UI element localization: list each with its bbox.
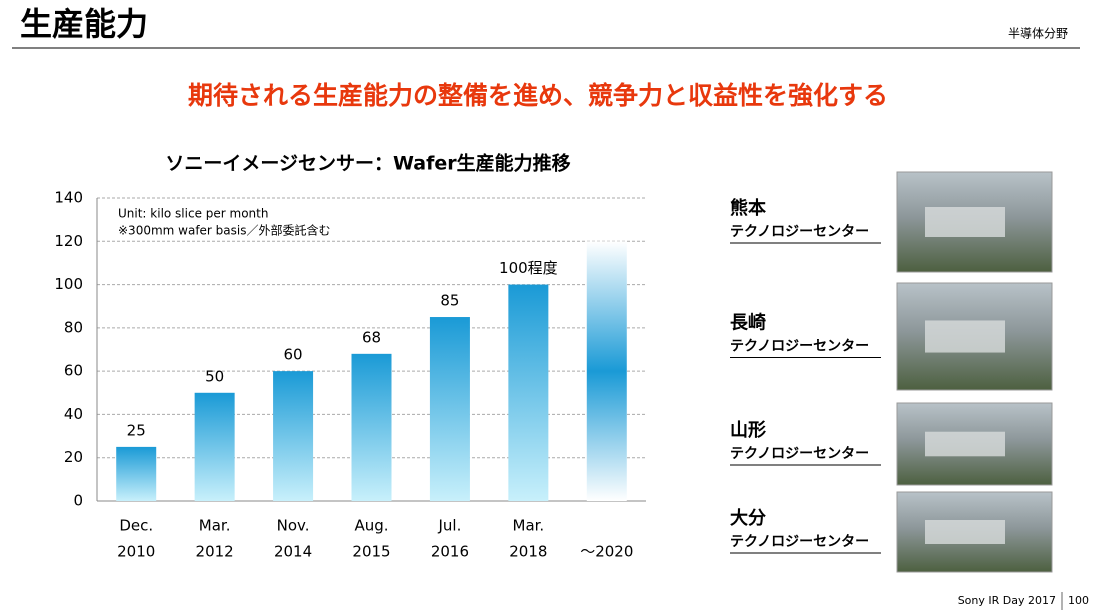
- value-label: 60: [284, 346, 303, 364]
- value-label: 85: [440, 292, 459, 310]
- site-building: [925, 520, 1005, 544]
- x-tick-label: 2012: [196, 543, 234, 561]
- site-label: テクノロジーセンター: [730, 339, 869, 355]
- x-tick-label: ～2020: [580, 543, 633, 561]
- value-label: 68: [362, 328, 381, 346]
- x-tick-label: 2014: [274, 543, 312, 561]
- y-tick-label: 20: [64, 448, 83, 466]
- value-label: 50: [205, 367, 224, 385]
- headline: 期待される生産能力の整備を進め、競争力と収益性を強化する: [188, 81, 888, 110]
- page-number: 100: [1068, 594, 1089, 607]
- site-building: [925, 320, 1005, 353]
- y-tick-label: 100: [54, 275, 83, 293]
- bar: [508, 284, 549, 501]
- bar: [194, 392, 235, 501]
- bar: [429, 317, 470, 501]
- x-tick-label: Jul.: [437, 517, 461, 535]
- bar: [351, 353, 392, 501]
- site-building: [925, 431, 1005, 457]
- y-tick-label: 0: [73, 492, 83, 510]
- x-tick-label: Dec.: [119, 517, 153, 535]
- x-tick-label: Mar.: [513, 517, 545, 535]
- x-tick-label: Mar.: [199, 517, 231, 535]
- y-tick-label: 60: [64, 362, 83, 380]
- x-tick-label: 2016: [431, 543, 469, 561]
- section-label: 半導体分野: [1008, 27, 1068, 41]
- x-tick-label: 2010: [117, 543, 155, 561]
- y-tick-label: 120: [54, 232, 83, 250]
- x-tick-label: 2018: [509, 543, 547, 561]
- bar: [273, 371, 314, 501]
- value-label: 25: [127, 421, 146, 439]
- y-tick-label: 140: [54, 189, 83, 207]
- x-tick-label: 2015: [352, 543, 390, 561]
- y-tick-label: 80: [64, 318, 83, 336]
- chart-title: ソニーイメージセンサー：Wafer生産能力推移: [165, 152, 570, 175]
- site-label: テクノロジーセンター: [730, 224, 869, 240]
- x-tick-label: Nov.: [277, 517, 310, 535]
- footer-event: Sony IR Day 2017: [958, 594, 1056, 607]
- site-name: 大分: [730, 507, 766, 529]
- site-name: 熊本: [730, 197, 766, 219]
- site-building: [925, 207, 1005, 237]
- site-name: 長崎: [730, 312, 766, 334]
- chart-note: ※300mm wafer basis／外部委託含む: [118, 223, 331, 238]
- site-name: 山形: [730, 420, 766, 441]
- site-label: テクノロジーセンター: [730, 446, 869, 462]
- x-tick-label: Aug.: [354, 517, 388, 535]
- sites: 熊本テクノロジーセンター長崎テクノロジーセンター山形テクノロジーセンター大分テク…: [730, 171, 1053, 573]
- y-tick-label: 40: [64, 405, 83, 423]
- site-label: テクノロジーセンター: [730, 534, 869, 550]
- slide-title: 生産能力: [20, 5, 148, 43]
- bar: [586, 241, 627, 502]
- chart-note: Unit: kilo slice per month: [118, 207, 268, 221]
- value-label: 100程度: [499, 259, 558, 277]
- bar: [116, 446, 157, 501]
